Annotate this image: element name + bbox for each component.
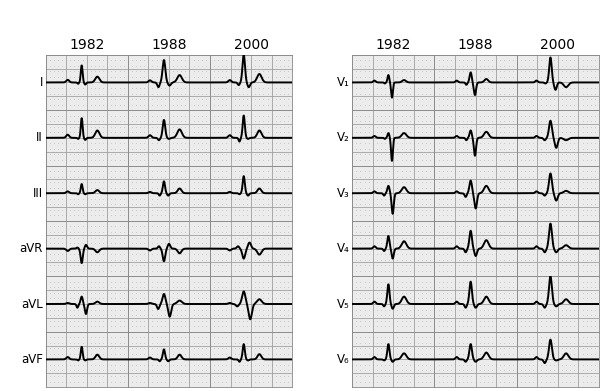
Text: 1982: 1982 (69, 38, 104, 52)
Text: 1988: 1988 (458, 38, 494, 52)
Text: V₂: V₂ (337, 131, 350, 144)
Text: V₃: V₃ (337, 187, 350, 200)
Text: I: I (40, 76, 43, 89)
Text: aVL: aVL (21, 298, 43, 310)
Text: V₅: V₅ (337, 298, 350, 310)
Text: 2000: 2000 (541, 38, 576, 52)
Text: 1982: 1982 (376, 38, 411, 52)
Text: 2000: 2000 (234, 38, 268, 52)
Text: V₄: V₄ (337, 242, 350, 255)
Text: II: II (36, 131, 43, 144)
Text: aVR: aVR (19, 242, 43, 255)
Text: V₆: V₆ (337, 353, 350, 366)
Text: V₁: V₁ (337, 76, 350, 89)
Text: aVF: aVF (21, 353, 43, 366)
Text: III: III (33, 187, 43, 200)
Text: 1988: 1988 (151, 38, 187, 52)
